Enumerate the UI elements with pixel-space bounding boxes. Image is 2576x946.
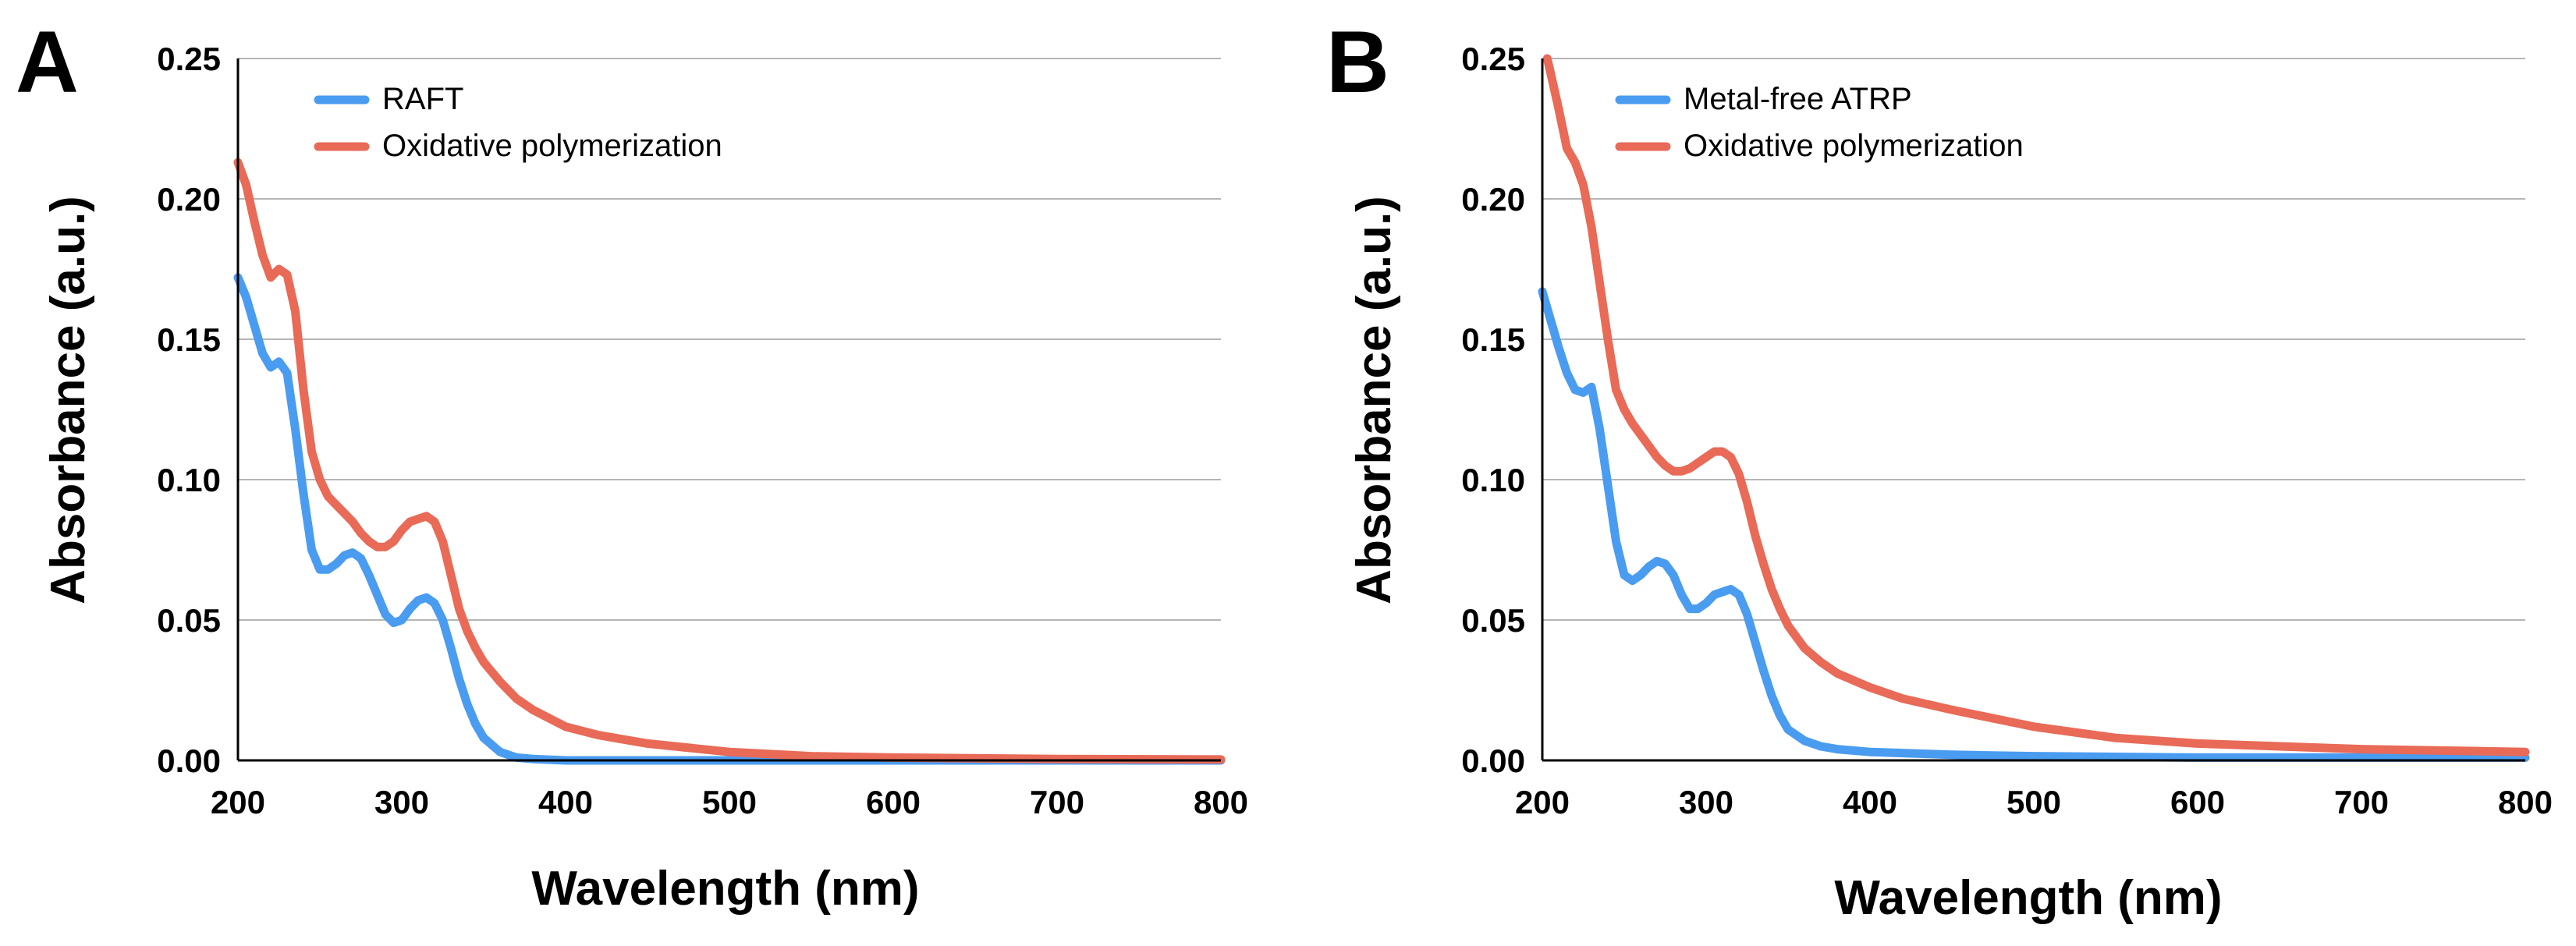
panel-label: B — [1326, 13, 1389, 111]
x-tick-label: 200 — [211, 784, 265, 820]
panel-b: B Absorbance (a.u.) Wavelength (nm) Meta… — [1326, 13, 2553, 925]
y-axis-title: Absorbance (a.u.) — [41, 196, 95, 604]
x-tick-label: 300 — [374, 784, 429, 820]
y-tick-label: 0.20 — [157, 181, 221, 218]
x-tick-label: 600 — [2170, 784, 2225, 820]
x-tick-label: 200 — [1515, 784, 1570, 820]
y-tick-label: 0.15 — [1461, 321, 1525, 358]
y-tick-label: 0.10 — [157, 462, 221, 498]
legend-label: Oxidative polymerization — [382, 129, 722, 163]
x-tick-label: 300 — [1679, 784, 1733, 820]
y-tick-label: 0.05 — [1461, 602, 1525, 639]
series-line-red — [233, 158, 1226, 764]
y-tick-label: 0.20 — [1461, 181, 1525, 218]
legend-label: Oxidative polymerization — [1684, 129, 2024, 163]
x-tick-label: 700 — [2334, 784, 2389, 820]
panel-label: A — [16, 13, 79, 111]
x-tick-label: 500 — [2007, 784, 2061, 820]
legend-label: Metal-free ATRP — [1684, 82, 1912, 116]
x-tick-label: 800 — [1194, 784, 1248, 820]
x-tick-label: 700 — [1030, 784, 1084, 820]
x-tick-label: 600 — [866, 784, 921, 820]
y-axis-title: Absorbance (a.u.) — [1347, 196, 1401, 604]
x-tick-label: 400 — [538, 784, 593, 820]
y-tick-label: 0.00 — [157, 742, 221, 779]
y-tick-label: 0.00 — [1461, 742, 1525, 779]
y-tick-label: 0.25 — [157, 41, 221, 77]
x-tick-label: 400 — [1843, 784, 1897, 820]
series-line-red — [1542, 54, 2530, 756]
y-tick-label: 0.25 — [1461, 41, 1525, 77]
y-tick-label: 0.15 — [157, 321, 221, 358]
x-tick-label: 500 — [702, 784, 757, 820]
panel-a: A Absorbance (a.u.) Wavelength (nm) RAFT… — [16, 13, 1248, 916]
x-axis-title: Wavelength (nm) — [531, 862, 919, 916]
legend-label: RAFT — [382, 82, 463, 116]
y-tick-label: 0.05 — [157, 602, 221, 639]
x-axis-title: Wavelength (nm) — [1834, 871, 2222, 925]
series-line-blue — [1538, 287, 2530, 762]
x-tick-label: 800 — [2498, 784, 2553, 820]
y-tick-label: 0.10 — [1461, 462, 1525, 498]
series-line-blue — [233, 273, 1226, 765]
